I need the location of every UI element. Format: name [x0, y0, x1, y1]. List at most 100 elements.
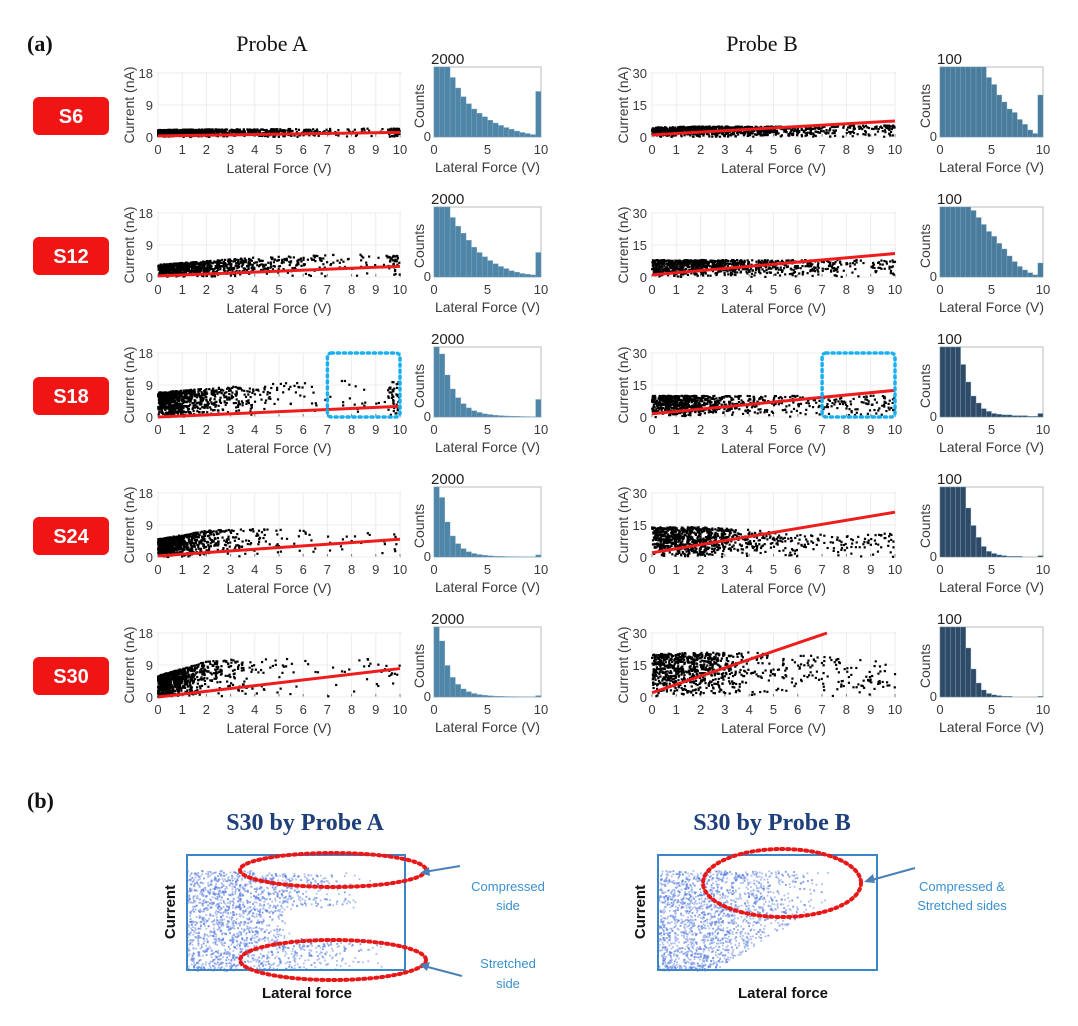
scatter-point	[659, 129, 662, 132]
scatter-point	[248, 390, 251, 393]
scatter-point	[693, 273, 697, 276]
scatter-point	[673, 274, 676, 277]
scatter-point	[689, 262, 692, 265]
sample-label: S6	[59, 106, 83, 128]
scatter-point	[205, 128, 208, 131]
scatter-point	[676, 262, 680, 266]
scatter-point	[763, 270, 766, 273]
histogram-bar	[508, 270, 515, 278]
histogram-bar	[476, 252, 483, 278]
x-tick-label: 9	[867, 422, 874, 437]
scatter-point	[768, 131, 771, 134]
scatter-point	[753, 133, 757, 136]
scatter-point	[682, 261, 685, 264]
histogram-bar	[1032, 133, 1039, 138]
scatter-point	[226, 398, 229, 401]
scatter-point	[286, 271, 289, 274]
scatter-point	[708, 125, 711, 128]
scatter-point	[197, 263, 200, 267]
scatter-point	[676, 267, 679, 270]
scatter-point	[794, 129, 798, 132]
scatter-point	[285, 259, 288, 262]
x-axis-label: Lateral Force (V)	[435, 299, 540, 315]
histogram-bar	[471, 247, 478, 278]
scatter-point	[765, 129, 768, 132]
scatter-point	[282, 391, 285, 394]
scatter-point	[228, 266, 232, 269]
scatter-point	[223, 269, 226, 273]
scatter-point	[193, 266, 196, 269]
scatter-point	[173, 129, 176, 133]
sample-badge-bg	[33, 237, 109, 275]
x-tick-label: 3	[227, 142, 234, 157]
scatter-point	[243, 257, 246, 260]
sample-badge: S18	[33, 377, 109, 415]
scatter-point	[671, 261, 674, 264]
scatter-point	[165, 267, 169, 270]
x-tick-label: 5	[275, 282, 282, 297]
scatter-point	[169, 266, 172, 269]
scatter-point	[244, 259, 248, 262]
scatter-point	[171, 408, 174, 412]
scatter-point	[221, 258, 224, 262]
scatter-point	[264, 385, 267, 388]
scatter-point	[182, 405, 185, 408]
scatter-point	[347, 128, 350, 131]
scatter-point	[175, 128, 179, 131]
scatter-point	[245, 400, 248, 403]
x-tick-label: 4	[251, 282, 258, 297]
scatter-point	[177, 129, 181, 132]
scatter-point	[164, 391, 167, 394]
scatter-point	[218, 399, 222, 402]
y-axis-label: Counts	[917, 224, 933, 268]
scatter-point	[727, 273, 730, 276]
scatter-point	[232, 129, 235, 132]
scatter-point	[740, 260, 743, 263]
scatter-point	[831, 132, 834, 135]
scatter-point	[663, 262, 666, 265]
scatter-point	[159, 393, 163, 396]
scatter-point	[182, 396, 185, 400]
scatter-point	[805, 134, 809, 137]
scatter-point	[217, 128, 220, 131]
y-axis-label: Counts	[411, 364, 427, 408]
scatter-point	[393, 387, 396, 390]
scatter-point	[751, 129, 754, 132]
scatter-point	[220, 392, 223, 395]
scatter-point	[780, 127, 783, 131]
scatter-point	[717, 263, 720, 266]
scatter-point	[161, 271, 165, 274]
scatter-point	[881, 126, 884, 130]
scatter-point	[667, 274, 670, 277]
scatter-point	[717, 270, 720, 273]
scatter-point	[389, 413, 392, 416]
scatter-point	[394, 258, 397, 261]
scatter-point	[225, 128, 229, 131]
x-tick-label: 10	[393, 142, 407, 157]
scatter-point	[790, 268, 793, 271]
scatter-point	[676, 275, 679, 278]
scatter-point	[187, 404, 191, 408]
scatter-point	[668, 270, 671, 273]
scatter-point	[164, 267, 167, 271]
histogram-bar	[1037, 262, 1044, 278]
histogram-bar	[449, 217, 456, 278]
scatter-point	[180, 129, 183, 132]
scatter-point	[182, 395, 186, 398]
scatter-point	[831, 266, 834, 270]
scatter-point	[770, 267, 773, 270]
x-tick-label: 5	[484, 422, 491, 437]
panel-a-label: (a)	[27, 31, 53, 56]
scatter-point	[811, 274, 814, 277]
scatter-point	[237, 400, 240, 403]
scatter-point	[199, 266, 202, 269]
scatter-point	[721, 262, 724, 265]
histogram-bar	[1022, 269, 1028, 278]
scatter-point	[746, 266, 749, 270]
scatter-point	[257, 129, 260, 132]
scatter-point	[310, 257, 313, 260]
scatter-point	[747, 125, 750, 129]
scatter-point	[721, 133, 724, 136]
scatter-point	[173, 397, 176, 400]
